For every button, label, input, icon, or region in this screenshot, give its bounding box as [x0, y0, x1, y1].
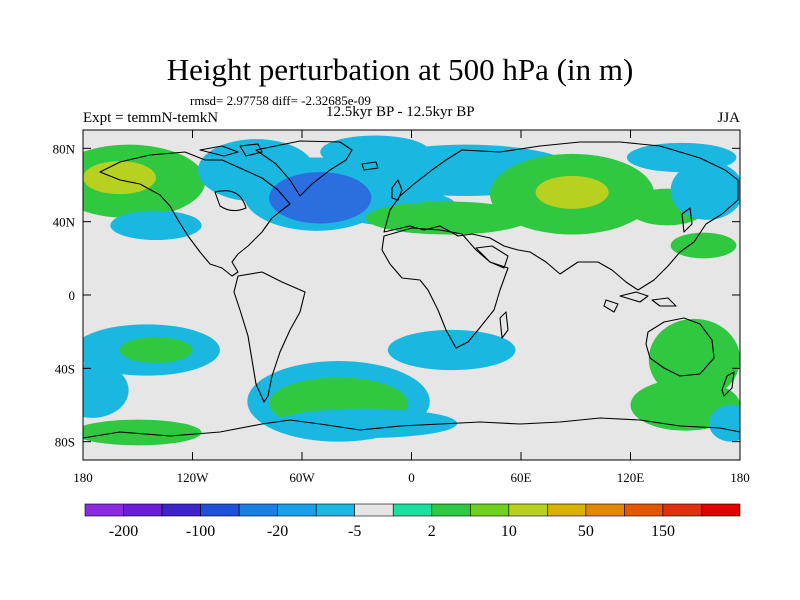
season-label: JJA: [717, 110, 740, 126]
y-tick-label: 40N: [53, 215, 76, 230]
colorbar-swatch: [277, 503, 317, 517]
positive-anomaly: [119, 337, 193, 363]
colorbar-swatch: [547, 503, 587, 517]
colorbar-swatch: [431, 503, 471, 517]
x-tick-label: 120E: [617, 470, 645, 485]
colorbar-swatch: [84, 503, 124, 517]
negative-anomaly: [269, 172, 372, 224]
colorbar-label: 50: [578, 523, 594, 540]
colorbar-swatch: [161, 503, 201, 517]
positive-anomaly: [83, 419, 202, 446]
map-title: Height perturbation at 500 hPa (in m): [166, 52, 634, 87]
colorbar-swatch: [315, 503, 356, 517]
negative-anomaly: [387, 329, 516, 371]
colorbar-swatch: [238, 503, 278, 517]
negative-anomaly: [670, 161, 740, 220]
x-tick-label: 60W: [289, 470, 315, 485]
positive-anomaly: [83, 161, 156, 195]
y-tick-label: 80S: [55, 435, 75, 450]
colorbar-label: 10: [501, 523, 517, 540]
colorbar-swatch: [200, 503, 240, 517]
experiment-label: Expt = temmN-temkN: [83, 110, 219, 126]
negative-anomaly: [110, 210, 202, 240]
negative-anomaly: [626, 142, 737, 173]
positive-anomaly: [670, 232, 737, 259]
negative-anomaly: [708, 405, 740, 442]
anomaly-field: [83, 135, 740, 446]
x-tick-label: 180: [730, 470, 750, 485]
colorbar: -200 -100 -20 -5 2 10 50 150: [84, 503, 741, 540]
colorbar-swatch: [354, 503, 394, 517]
colorbar-label: -200: [109, 523, 138, 540]
y-tick-label: 80N: [53, 141, 76, 156]
x-tick-label: 180: [73, 470, 93, 485]
stats-line: rmsd= 2.97758 diff= -2.32685e-09: [190, 93, 371, 108]
colorbar-swatch: [585, 503, 625, 517]
colorbar-swatch: [508, 503, 548, 517]
x-tick-label: 0: [408, 470, 415, 485]
y-tick-label: 40S: [55, 361, 75, 376]
colorbar-swatch: [392, 503, 433, 517]
colorbar-label: 150: [651, 523, 675, 540]
colorbar-swatch: [123, 503, 163, 517]
colorbar-swatch: [701, 503, 741, 517]
longitude-axis: 180 120W 60W 0 60E 120E 180: [73, 130, 750, 485]
colorbar-label: -5: [348, 523, 361, 540]
colorbar-swatch: [662, 503, 702, 517]
colorbar-label: -100: [186, 523, 215, 540]
colorbar-label: -20: [267, 523, 288, 540]
colorbar-swatch: [624, 503, 664, 517]
x-tick-label: 60E: [511, 470, 532, 485]
x-tick-label: 120W: [177, 470, 210, 485]
period-label: 12.5kyr BP - 12.5kyr BP: [326, 104, 475, 120]
colorbar-swatch: [469, 503, 510, 517]
latitude-axis: 80N 40N 0 40S 80S: [53, 141, 740, 450]
negative-anomaly: [274, 408, 458, 439]
coastlines: [83, 140, 740, 439]
colorbar-label: 2: [428, 523, 436, 540]
positive-anomaly: [535, 175, 609, 209]
negative-anomaly: [83, 362, 129, 418]
y-tick-label: 0: [69, 288, 76, 303]
positive-anomaly: [648, 318, 740, 400]
